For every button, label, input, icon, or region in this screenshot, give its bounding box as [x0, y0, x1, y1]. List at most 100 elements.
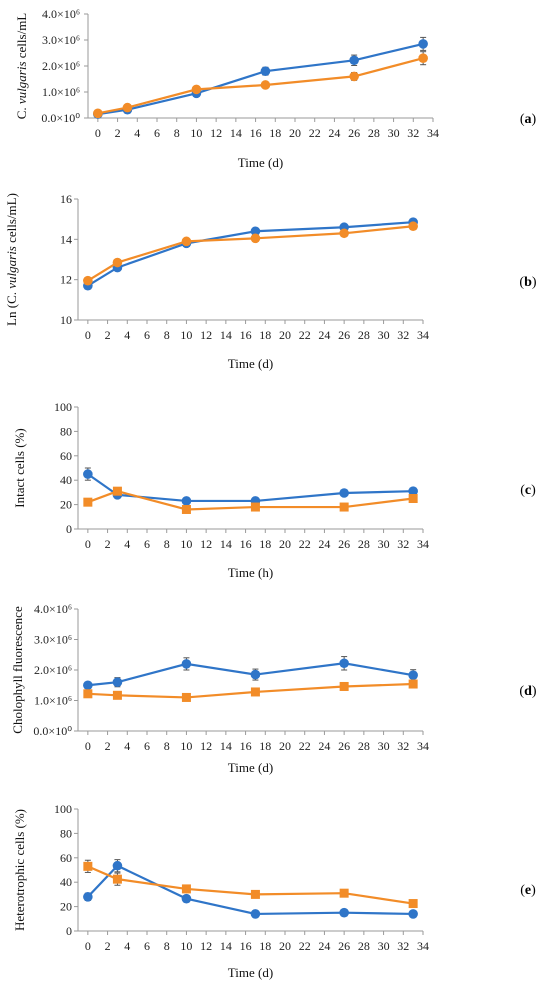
x-tick-label: 8 — [164, 739, 170, 753]
x-tick-label: 28 — [358, 537, 370, 551]
data-point — [122, 102, 133, 113]
data-point — [250, 226, 261, 237]
data-point — [191, 84, 202, 95]
data-point — [181, 659, 192, 669]
data-point — [408, 899, 418, 909]
panel-label: (e) — [520, 883, 536, 898]
y-tick-label: 100 — [54, 400, 72, 414]
x-tick-label: 34 — [417, 739, 429, 753]
x-tick-label: 6 — [144, 939, 150, 953]
x-tick-label: 18 — [259, 739, 271, 753]
series-line — [87, 225, 414, 282]
y-tick-label: 0.0×10⁰ — [41, 111, 80, 125]
x-tick-label: 14 — [230, 126, 242, 140]
series-line — [87, 682, 414, 699]
x-tick-label: 8 — [164, 328, 170, 342]
data-point — [181, 236, 192, 247]
data-point — [83, 892, 93, 902]
x-tick-label: 22 — [299, 739, 311, 753]
x-tick-label: 24 — [318, 739, 330, 753]
series-line — [87, 865, 414, 905]
y-tick-label: 4.0×10⁶ — [42, 7, 80, 21]
x-tick-label: 26 — [348, 126, 360, 140]
data-point — [250, 687, 260, 697]
y-tick-label: 2.0×10⁶ — [34, 663, 72, 677]
x-tick-label: 10 — [180, 537, 192, 551]
y-tick-label: 1.0×10⁶ — [42, 85, 80, 99]
y-tick-label: 3.0×10⁶ — [34, 633, 72, 647]
data-point — [181, 692, 191, 702]
x-tick-label: 18 — [269, 126, 281, 140]
y-tick-label: 80 — [60, 826, 72, 840]
x-tick-label: 32 — [407, 126, 419, 140]
x-tick-label: 20 — [279, 328, 291, 342]
data-point — [408, 494, 418, 503]
y-axis-title: Intact cells (%) — [12, 428, 27, 507]
x-tick-label: 6 — [144, 739, 150, 753]
data-point — [339, 658, 349, 669]
x-tick-label: 4 — [124, 739, 130, 753]
x-tick-label: 0 — [85, 328, 91, 342]
data-point — [418, 53, 428, 63]
x-tick-label: 0 — [85, 537, 91, 551]
data-point — [250, 669, 261, 680]
x-tick-label: 34 — [417, 537, 429, 551]
x-tick-label: 16 — [240, 328, 252, 342]
series-line — [87, 490, 414, 511]
y-tick-label: 10 — [60, 313, 72, 327]
x-tick-label: 2 — [105, 537, 111, 551]
y-tick-label: 3.0×10⁶ — [42, 33, 80, 47]
data-point — [112, 677, 123, 687]
x-tick-label: 0 — [85, 939, 91, 953]
data-point — [83, 680, 93, 691]
x-tick-label: 22 — [309, 126, 321, 140]
x-tick-label: 16 — [240, 939, 252, 953]
x-tick-label: 14 — [220, 939, 232, 953]
data-point — [181, 496, 192, 506]
series-line — [87, 473, 414, 503]
data-point — [408, 221, 418, 232]
x-tick-label: 24 — [318, 939, 330, 953]
x-tick-label: 2 — [105, 739, 111, 753]
data-point — [408, 486, 418, 496]
x-tick-label: 8 — [174, 126, 180, 140]
x-tick-label: 12 — [200, 939, 212, 953]
x-tick-label: 0 — [85, 739, 91, 753]
y-tick-label: 80 — [60, 424, 72, 438]
x-tick-label: 34 — [427, 126, 439, 140]
x-tick-label: 6 — [144, 537, 150, 551]
data-point — [83, 497, 93, 507]
x-tick-label: 12 — [200, 537, 212, 551]
y-tick-label: 14 — [60, 232, 72, 246]
data-point — [250, 909, 261, 919]
y-tick-label: 60 — [60, 449, 72, 463]
data-point — [339, 888, 349, 898]
x-tick-label: 34 — [417, 939, 429, 953]
x-axis-title: Time (d) — [238, 155, 283, 170]
y-tick-label: 4.0×10⁶ — [34, 602, 72, 616]
x-tick-label: 32 — [397, 939, 409, 953]
data-point — [83, 861, 93, 871]
y-axis-title: Cholophyll fluorescence — [10, 606, 25, 734]
x-axis-title: Time (d) — [228, 760, 273, 775]
y-tick-label: 20 — [60, 900, 72, 914]
x-tick-label: 14 — [220, 739, 232, 753]
x-tick-label: 24 — [328, 126, 340, 140]
data-point — [112, 690, 122, 700]
data-point — [112, 486, 122, 496]
data-point — [260, 66, 271, 76]
x-tick-label: 14 — [220, 537, 232, 551]
x-tick-label: 4 — [134, 126, 140, 140]
panel-label: (a) — [520, 112, 537, 127]
x-tick-label: 8 — [164, 537, 170, 551]
series-line — [97, 57, 424, 115]
data-point — [408, 679, 418, 689]
data-point — [260, 80, 271, 90]
x-tick-label: 20 — [279, 939, 291, 953]
x-tick-label: 4 — [124, 939, 130, 953]
y-tick-label: 0.0×10⁰ — [33, 724, 72, 738]
x-tick-label: 8 — [164, 939, 170, 953]
